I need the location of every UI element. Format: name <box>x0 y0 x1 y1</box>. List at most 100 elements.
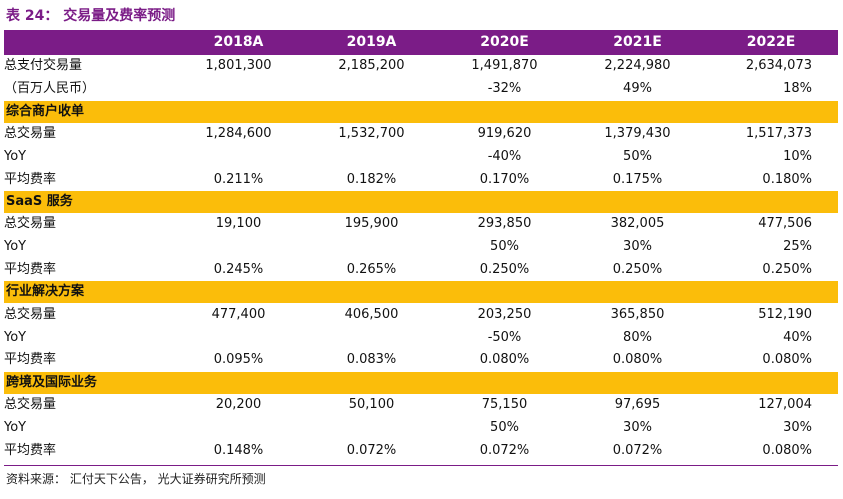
value-cell: 0.072% <box>612 442 663 458</box>
table-row: 总交易量 19,100 195,900 293,850 382,005 477,506 <box>4 213 838 236</box>
value-cell: 0.080% <box>762 442 812 458</box>
section-label: 行业解决方案 <box>4 281 172 304</box>
value-cell: 1,491,870 <box>471 58 538 74</box>
value-cell: 0.170% <box>479 171 530 187</box>
table-row: 平均费率 0.245% 0.265% 0.250% 0.250% 0.250% <box>4 259 838 282</box>
section-filler <box>438 100 571 123</box>
row-label: YoY <box>4 419 27 435</box>
value-cell: -32% <box>487 81 522 97</box>
value-cell: 195,900 <box>344 216 399 232</box>
value-cell: 382,005 <box>610 216 665 232</box>
section-filler <box>438 190 571 213</box>
source-note: 资料来源： 汇付天下公告， 光大证券研究所预测 <box>6 472 266 486</box>
header-cell <box>4 30 172 55</box>
value-cell: 0.250% <box>479 261 530 277</box>
section-row: 跨境及国际业务 <box>4 371 838 394</box>
value-cell: 18% <box>783 81 812 97</box>
section-row: 综合商户收单 <box>4 100 838 123</box>
table-row: 总交易量 20,200 50,100 75,150 97,695 127,004 <box>4 394 838 417</box>
value-cell <box>172 145 305 168</box>
value-cell: 0.148% <box>213 442 264 458</box>
table-row: YoY 50% 30% 25% <box>4 236 838 259</box>
value-cell: 80% <box>623 329 652 345</box>
header-cell: 2019A <box>305 30 438 55</box>
value-cell: 30% <box>623 419 652 435</box>
section-label: 综合商户收单 <box>4 100 172 123</box>
value-cell: 0.250% <box>762 261 812 277</box>
value-cell: 30% <box>783 419 812 435</box>
section-filler <box>438 281 571 304</box>
value-cell: 0.211% <box>213 171 264 187</box>
value-cell: 0.095% <box>213 352 264 368</box>
section-filler <box>305 100 438 123</box>
value-cell <box>172 236 305 259</box>
value-cell: 50,100 <box>348 397 395 413</box>
value-cell: 19,100 <box>215 216 262 232</box>
header-cell: 2022E <box>704 30 838 55</box>
row-label: YoY <box>4 148 27 164</box>
value-cell <box>305 78 438 101</box>
value-cell: 203,250 <box>477 306 532 322</box>
value-cell: 75,150 <box>481 397 528 413</box>
value-cell: 50% <box>490 419 519 435</box>
row-label: 总交易量 <box>4 125 57 141</box>
header-cell: 2021E <box>571 30 704 55</box>
row-label: YoY <box>4 239 27 255</box>
row-label: 平均费率 <box>4 442 57 458</box>
section-label: 跨境及国际业务 <box>4 371 172 394</box>
table-row: YoY 50% 30% 30% <box>4 417 838 440</box>
value-cell: 0.180% <box>762 171 812 187</box>
row-label: 平均费率 <box>4 352 57 368</box>
value-cell <box>172 78 305 101</box>
value-cell: 0.265% <box>346 261 397 277</box>
section-filler <box>571 100 704 123</box>
table-title: 表 24： 交易量及费率预测 <box>6 8 176 24</box>
value-cell: 1,379,430 <box>604 125 671 141</box>
row-label: 总交易量 <box>4 306 57 322</box>
table-row: 平均费率 0.095% 0.083% 0.080% 0.080% 0.080% <box>4 349 838 372</box>
value-cell: 0.072% <box>346 442 397 458</box>
row-label: 平均费率 <box>4 261 57 277</box>
value-cell: 50% <box>490 239 519 255</box>
value-cell: 0.245% <box>213 261 264 277</box>
section-label: SaaS 服务 <box>4 190 172 213</box>
value-cell: 0.080% <box>612 352 663 368</box>
section-filler <box>704 100 838 123</box>
value-cell: 1,284,600 <box>205 125 272 141</box>
section-row: 行业解决方案 <box>4 281 838 304</box>
row-label: 总支付交易量 <box>4 58 83 74</box>
table-row: 总交易量 477,400 406,500 203,250 365,850 512,190 <box>4 303 838 326</box>
row-label: 总交易量 <box>4 397 57 413</box>
table-body: 2018A 2019A 2020E 2021E 2022E 总支付交易量 1,80… <box>4 30 838 462</box>
table-row: 平均费率 0.148% 0.072% 0.072% 0.072% 0.080% <box>4 439 838 462</box>
value-cell: 406,500 <box>344 306 399 322</box>
table-row: 总交易量 1,284,600 1,532,700 919,620 1,379,430 1,… <box>4 123 838 146</box>
value-cell: 2,185,200 <box>338 58 405 74</box>
table-row: YoY -40% 50% 10% <box>4 145 838 168</box>
section-filler <box>172 371 305 394</box>
section-filler <box>571 371 704 394</box>
value-cell: 0.182% <box>346 171 397 187</box>
value-cell <box>305 417 438 440</box>
row-label: 平均费率 <box>4 171 57 187</box>
value-cell: 2,224,980 <box>604 58 671 74</box>
section-filler <box>571 281 704 304</box>
value-cell: 512,190 <box>758 306 812 322</box>
table-row: 总支付交易量 1,801,300 2,185,200 1,491,870 2,224,9… <box>4 55 838 78</box>
section-row: SaaS 服务 <box>4 190 838 213</box>
value-cell: 293,850 <box>477 216 532 232</box>
header-row: 2018A 2019A 2020E 2021E 2022E <box>4 30 838 55</box>
value-cell <box>305 236 438 259</box>
value-cell: 0.175% <box>612 171 663 187</box>
value-cell: 30% <box>623 239 652 255</box>
section-filler <box>305 371 438 394</box>
value-cell: 1,801,300 <box>205 58 272 74</box>
header-cell: 2018A <box>172 30 305 55</box>
value-cell: 1,517,373 <box>745 125 812 141</box>
value-cell: 1,532,700 <box>338 125 405 141</box>
value-cell: 0.072% <box>479 442 530 458</box>
forecast-table: 2018A 2019A 2020E 2021E 2022E 总支付交易量 1,80… <box>4 30 838 462</box>
bottom-rule <box>4 465 838 466</box>
value-cell: -50% <box>487 329 522 345</box>
row-label: 总交易量 <box>4 216 57 232</box>
